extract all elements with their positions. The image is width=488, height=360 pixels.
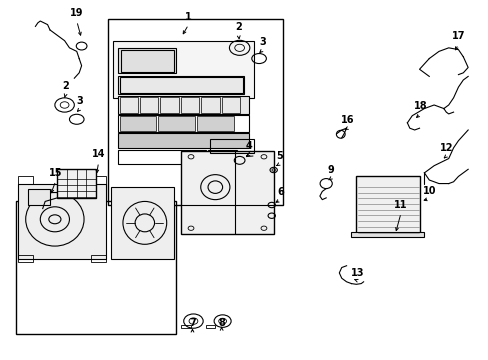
Bar bbox=[181, 98, 199, 113]
Text: 11: 11 bbox=[393, 200, 407, 210]
Bar bbox=[19, 184, 106, 258]
Bar bbox=[140, 98, 158, 113]
Bar bbox=[118, 115, 249, 132]
Text: 15: 15 bbox=[49, 168, 62, 178]
Bar bbox=[120, 50, 174, 72]
Bar bbox=[181, 325, 191, 328]
Bar bbox=[221, 98, 240, 113]
Text: 19: 19 bbox=[70, 8, 83, 18]
Bar bbox=[28, 189, 50, 205]
Text: 9: 9 bbox=[327, 165, 334, 175]
Bar bbox=[181, 152, 273, 234]
Bar bbox=[113, 41, 254, 98]
Text: 13: 13 bbox=[350, 268, 364, 278]
Bar bbox=[111, 187, 174, 258]
Bar bbox=[158, 116, 195, 131]
Text: 6: 6 bbox=[277, 187, 283, 197]
Text: 4: 4 bbox=[245, 141, 252, 152]
Bar bbox=[118, 133, 249, 148]
Bar bbox=[205, 325, 215, 328]
Bar bbox=[351, 232, 424, 237]
Text: 3: 3 bbox=[77, 96, 83, 106]
Bar bbox=[118, 76, 244, 94]
Bar bbox=[91, 176, 106, 184]
Bar bbox=[207, 150, 237, 164]
Bar bbox=[119, 77, 243, 93]
Bar bbox=[19, 255, 33, 262]
Text: 16: 16 bbox=[340, 115, 354, 125]
Bar bbox=[16, 202, 176, 334]
Bar bbox=[119, 116, 156, 131]
Text: 12: 12 bbox=[439, 143, 452, 153]
Text: 5: 5 bbox=[276, 151, 282, 161]
Text: 17: 17 bbox=[451, 31, 464, 41]
Bar bbox=[210, 139, 254, 153]
Bar bbox=[57, 169, 96, 198]
Bar bbox=[118, 96, 249, 114]
Text: 2: 2 bbox=[235, 22, 242, 32]
Text: 3: 3 bbox=[259, 37, 266, 47]
Bar bbox=[19, 176, 33, 184]
Bar bbox=[201, 98, 219, 113]
Bar bbox=[108, 19, 283, 205]
Text: 8: 8 bbox=[218, 318, 224, 328]
Bar bbox=[197, 116, 233, 131]
Bar bbox=[356, 176, 419, 234]
Bar bbox=[91, 255, 106, 262]
Text: 10: 10 bbox=[422, 186, 435, 196]
Text: 1: 1 bbox=[185, 12, 192, 22]
Text: 14: 14 bbox=[92, 149, 105, 159]
Bar bbox=[118, 150, 205, 164]
Text: 18: 18 bbox=[413, 101, 427, 111]
Bar bbox=[119, 98, 138, 113]
Text: 2: 2 bbox=[62, 81, 69, 91]
Bar bbox=[118, 48, 176, 73]
Text: 7: 7 bbox=[189, 318, 196, 328]
Bar bbox=[160, 98, 179, 113]
